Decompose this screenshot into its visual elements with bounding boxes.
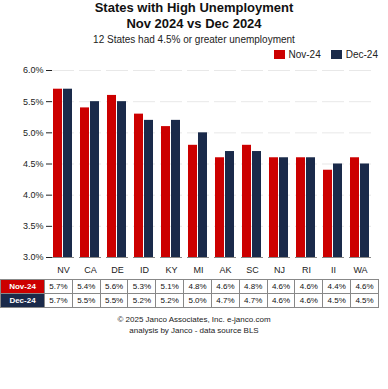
- svg-text:6.0%: 6.0%: [23, 65, 44, 75]
- svg-text:SC: SC: [246, 265, 259, 275]
- html-text:5.7%: 5.7%: [49, 282, 68, 291]
- html-text:Nov 2024 vs Dec 2024: Nov 2024 vs Dec 2024: [126, 16, 262, 31]
- svg-text:NJ: NJ: [274, 265, 285, 275]
- svg-text:3.5%: 3.5%: [23, 221, 44, 231]
- html-text:4.6%: 4.6%: [271, 296, 291, 305]
- html-text:© 2025 Janco Associates, Inc.: © 2025 Janco Associates, Inc. e-janco.co…: [117, 315, 271, 324]
- svg-text:5.5%: 5.5%: [23, 97, 44, 107]
- html-text:4.8%: 4.8%: [188, 282, 207, 291]
- html-text:4.6%: 4.6%: [299, 282, 318, 291]
- html-text:4.7%: 4.7%: [216, 296, 235, 305]
- html-text:4.7%: 4.7%: [244, 296, 263, 305]
- html-text:5.4%: 5.4%: [77, 282, 96, 291]
- html-text:analysis by Janco - data sourc: analysis by Janco - data source BLS: [129, 326, 259, 335]
- html-text:5.0%: 5.0%: [188, 296, 207, 305]
- html-text:4.4%: 4.4%: [327, 282, 346, 291]
- html-text:5.1%: 5.1%: [160, 282, 179, 291]
- html-text:Nov-24: Nov-24: [288, 49, 321, 60]
- html-text:5.7%: 5.7%: [49, 296, 68, 305]
- svg-text:KY: KY: [165, 265, 177, 275]
- html-text:Dec-24: Dec-24: [345, 49, 378, 60]
- svg-text:AK: AK: [219, 265, 231, 275]
- html-text:4.6%: 4.6%: [299, 296, 318, 305]
- svg-text:3.0%: 3.0%: [23, 252, 44, 262]
- svg-text:ID: ID: [140, 265, 150, 275]
- html-text:5.2%: 5.2%: [132, 296, 151, 305]
- svg-text:II: II: [331, 265, 336, 275]
- html-text:5.5%: 5.5%: [105, 296, 124, 305]
- html-text:4.6%: 4.6%: [355, 282, 374, 291]
- svg-text:5.0%: 5.0%: [23, 128, 44, 138]
- svg-text:CA: CA: [84, 265, 97, 275]
- html-text:States with High Unemployment: States with High Unemployment: [94, 0, 294, 15]
- svg-text:MI: MI: [194, 265, 204, 275]
- html-text:4.5%: 4.5%: [355, 296, 374, 305]
- html-text:5.2%: 5.2%: [160, 296, 179, 305]
- html-text:5.5%: 5.5%: [77, 296, 96, 305]
- html-text:4.6%: 4.6%: [216, 282, 235, 291]
- html-text:Dec-24: Dec-24: [9, 296, 36, 305]
- html-text:4.5%: 4.5%: [327, 296, 346, 305]
- svg-text:WA: WA: [353, 265, 367, 275]
- html-text:Nov-24: Nov-24: [9, 282, 36, 291]
- html-text:4.8%: 4.8%: [244, 282, 263, 291]
- svg-text:4.5%: 4.5%: [23, 159, 44, 169]
- html-text:5.6%: 5.6%: [105, 282, 124, 291]
- svg-text:DE: DE: [111, 265, 124, 275]
- svg-text:RI: RI: [302, 265, 311, 275]
- html-text:5.3%: 5.3%: [132, 282, 151, 291]
- html-text:12 States had 4.5% or greater: 12 States had 4.5% or greater unemployme…: [93, 34, 295, 45]
- html-text:4.6%: 4.6%: [271, 282, 291, 291]
- svg-text:4.0%: 4.0%: [23, 190, 44, 200]
- svg-text:NV: NV: [57, 265, 70, 275]
